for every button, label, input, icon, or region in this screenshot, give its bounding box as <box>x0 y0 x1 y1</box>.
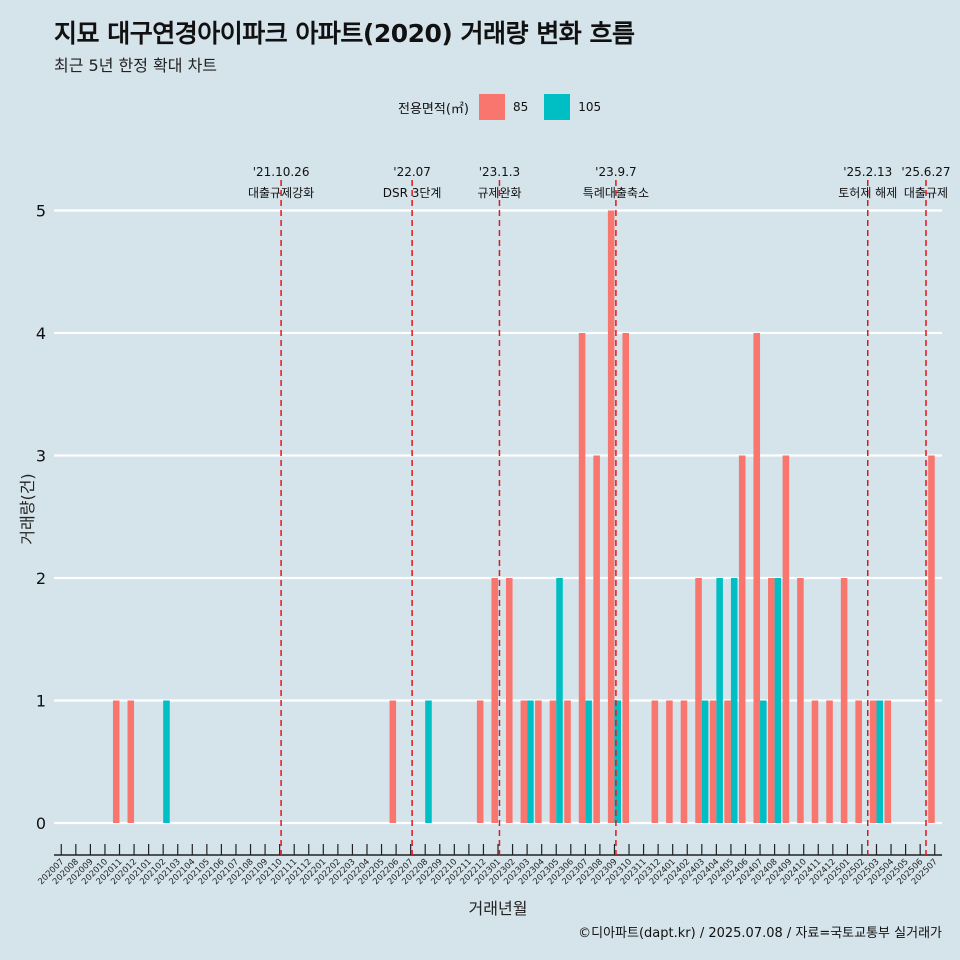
event-date: '23.1.3 <box>479 165 520 179</box>
x-axis-title: 거래년월 <box>469 899 528 918</box>
y-tick-label: 3 <box>36 447 46 466</box>
bar-105-202305 <box>556 578 563 823</box>
bar-85-202503 <box>869 700 877 823</box>
legend-label-85: 85 <box>512 100 529 114</box>
bar-85-202303 <box>520 700 528 823</box>
bar-85-202411 <box>811 700 819 823</box>
bar-85-202402 <box>680 700 688 823</box>
event-label: 대출규제 <box>904 186 948 200</box>
bar-105-202408 <box>774 578 782 823</box>
bar-85-202302 <box>506 578 513 823</box>
bar-85-202308 <box>593 455 600 823</box>
bar-85-202405 <box>724 700 731 823</box>
bar-85-202310 <box>622 333 630 823</box>
y-tick-label: 4 <box>36 324 46 343</box>
bar-105-202307 <box>585 700 592 823</box>
event-label: 토허제 해제 <box>838 186 897 200</box>
event-date: '22.07 <box>393 165 431 179</box>
bar-105-202403 <box>701 700 709 823</box>
event-date: '25.6.27 <box>901 165 950 179</box>
legend-title: 전용면적(㎡) <box>398 101 469 117</box>
bar-105-202303 <box>527 700 534 823</box>
bar-85-202409 <box>782 455 790 823</box>
bar-85-202504 <box>884 700 892 823</box>
bar-85-202307 <box>578 333 586 823</box>
event-label: 대출규제강화 <box>248 186 314 200</box>
legend-swatch-85 <box>478 94 505 120</box>
bar-85-202212 <box>476 700 484 823</box>
legend-label-105: 105 <box>578 100 602 114</box>
bar-105-202404 <box>716 578 723 823</box>
bar-85-202312 <box>651 700 659 823</box>
bar-105-202407 <box>760 700 767 823</box>
bar-105-202405 <box>730 578 738 823</box>
legend-swatch-105 <box>544 94 571 120</box>
bar-85-202011 <box>112 700 120 823</box>
y-axis-title: 거래량(건) <box>18 473 37 544</box>
bar-105-202208 <box>425 700 432 823</box>
bar-85-202407 <box>753 333 761 823</box>
chart-subtitle: 최근 5년 한정 확대 차트 <box>54 56 218 75</box>
bar-85-202012 <box>127 700 135 823</box>
bar-85-202304 <box>535 700 542 823</box>
bar-85-202306 <box>564 700 571 823</box>
event-label: 특례대출축소 <box>583 186 649 200</box>
y-tick-label: 0 <box>36 814 46 833</box>
bar-85-202206 <box>389 700 397 823</box>
event-label: DSR 3단계 <box>383 186 442 200</box>
bar-85-202501 <box>840 578 848 823</box>
bar-85-202401 <box>666 700 673 823</box>
event-date: '25.2.13 <box>843 165 892 179</box>
bar-85-202404 <box>709 700 717 823</box>
bar-85-202507 <box>928 455 935 823</box>
bar-105-202309 <box>614 700 622 823</box>
bar-105-202102 <box>163 700 170 823</box>
event-label: 규제완화 <box>477 186 521 200</box>
legend: 전용면적(㎡) 85 105 <box>398 94 617 120</box>
y-tick-label: 5 <box>36 202 46 221</box>
bar-85-202412 <box>826 700 833 823</box>
bar-85-202403 <box>695 578 702 823</box>
bar-105-202503 <box>876 700 884 823</box>
bar-85-202309 <box>607 210 615 823</box>
y-tick-label: 1 <box>36 692 46 711</box>
event-date: '21.10.26 <box>253 165 310 179</box>
chart-title: 지묘 대구연경아이파크 아파트(2020) 거래량 변화 흐름 <box>54 19 635 48</box>
bar-85-202305 <box>549 700 557 823</box>
bar-85-202406 <box>738 455 746 823</box>
bar-85-202301 <box>491 578 498 823</box>
y-tick-label: 2 <box>36 569 46 588</box>
bar-85-202502 <box>855 700 862 823</box>
event-date: '23.9.7 <box>595 165 636 179</box>
bar-85-202408 <box>768 578 775 823</box>
bar-85-202410 <box>797 578 804 823</box>
source-caption: ©디아파트(dapt.kr) / 2025.07.08 / 자료=국토교통부 실… <box>578 926 942 941</box>
